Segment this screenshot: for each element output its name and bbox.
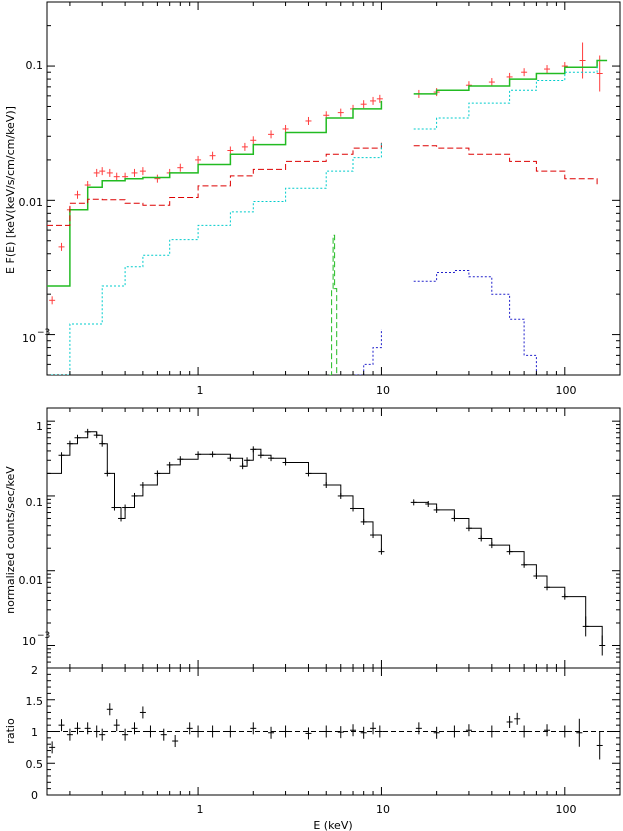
bot-xtick-label: 10	[376, 803, 390, 816]
component-line	[47, 142, 382, 226]
component-line	[355, 329, 382, 375]
bot-ytick-label: 1	[31, 726, 38, 739]
bot-ytick-label: 0	[31, 789, 38, 802]
top-xtick-label: 10	[376, 384, 390, 397]
bottom-panel-frame	[46, 667, 621, 796]
bot-ylabel: ratio	[4, 718, 17, 744]
top-ytick-label: 10	[22, 332, 36, 345]
top-ytick-label: 0.1	[26, 59, 44, 72]
mid-ytick-label: 0.1	[26, 496, 44, 509]
model-line	[413, 59, 608, 95]
model-line	[413, 501, 603, 646]
top-ylabel: E F(E) [keV(keV/s/cm/cm/keV)]	[4, 106, 17, 274]
top-panel-plot	[47, 42, 608, 375]
bot-ytick-label: 1.5	[26, 695, 44, 708]
x-axis-label: E (keV)	[313, 819, 352, 831]
top-panel-frame	[46, 1, 621, 376]
middle-panel-plot	[47, 428, 606, 656]
top-ytick-label: 0.01	[19, 196, 44, 209]
mid-ytick-label: 0.01	[19, 574, 44, 587]
model-line	[47, 431, 382, 552]
top-ytick-exponent: −3	[37, 328, 50, 338]
top-xtick-label: 1	[197, 384, 204, 397]
mid-plot-area	[47, 428, 606, 656]
component-line	[47, 142, 382, 375]
bot-xtick-label: 1	[197, 803, 204, 816]
top-xtick-label: 100	[556, 384, 577, 397]
middle-panel-frame	[46, 407, 621, 669]
component-line	[329, 234, 338, 375]
bot-ytick-label: 0.5	[26, 758, 44, 771]
model-line	[47, 100, 383, 287]
bot-xtick-label: 100	[556, 803, 577, 816]
mid-ylabel: normalized counts/sec/keV	[4, 466, 17, 614]
component-line	[413, 66, 598, 130]
mid-ytick-label: 1	[36, 420, 43, 433]
bottom-panel-plot	[47, 703, 620, 760]
component-line	[413, 270, 537, 375]
mid-ytick-exponent: −3	[37, 631, 50, 641]
mid-ytick-label: 10	[22, 635, 36, 648]
axis-ticks	[47, 2, 621, 796]
top-plot-area	[47, 42, 608, 375]
bot-ytick-label: 2	[31, 664, 38, 677]
component-line	[413, 145, 598, 188]
